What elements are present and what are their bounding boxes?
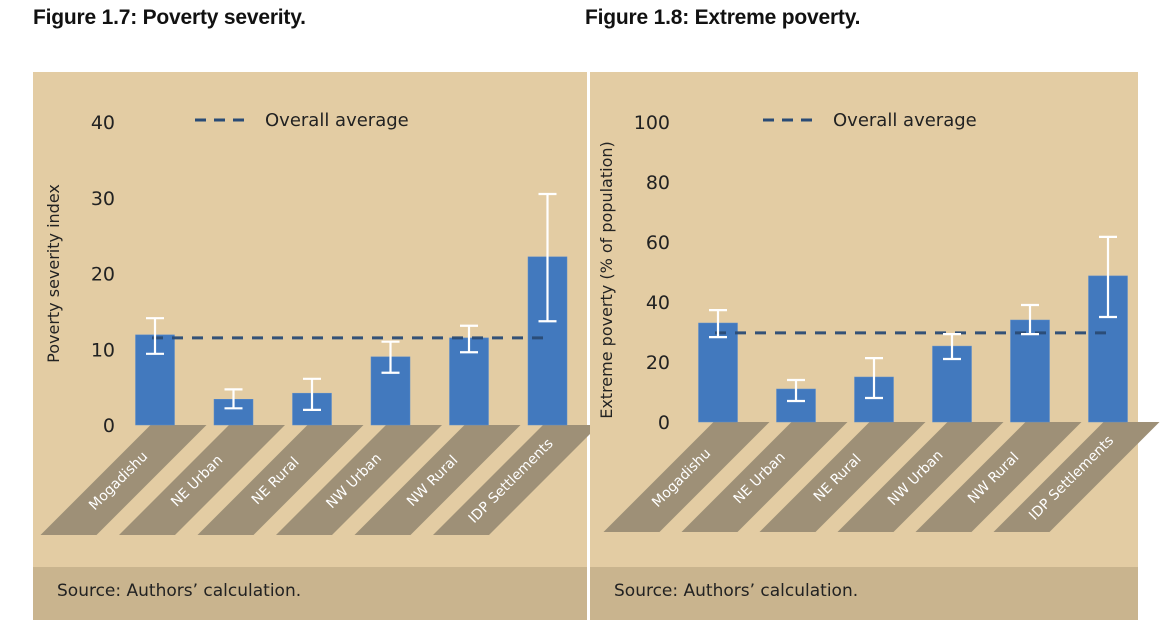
bar — [1010, 319, 1050, 423]
error-bar — [146, 317, 164, 355]
source-bar: Source: Authors’ calculation. — [33, 567, 587, 620]
y-tick-label: 20 — [91, 264, 115, 286]
category-label-band — [40, 425, 207, 535]
y-tick-label: 40 — [646, 292, 670, 314]
error-bar — [1021, 303, 1039, 336]
source-note: Source: Authors’ calculation. — [614, 581, 859, 601]
category-label-band — [837, 422, 1004, 532]
category-label-band — [759, 422, 926, 532]
legend: Overall average — [763, 110, 977, 131]
bar — [698, 322, 738, 423]
poverty-severity-chart: Poverty severity index 0 10 20 30 40 Overall a… — [40, 110, 599, 535]
y-tick-label: 100 — [634, 112, 670, 134]
error-bar — [865, 357, 883, 400]
error-bar — [787, 378, 805, 403]
error-bar — [460, 324, 478, 354]
y-tick-label: 60 — [646, 232, 670, 254]
category-label-band — [993, 422, 1160, 532]
error-bar — [224, 388, 243, 410]
category-label-band — [197, 425, 364, 535]
category-label-band — [276, 425, 442, 535]
y-axis-label: Extreme poverty (% of population) — [597, 141, 616, 419]
error-bar — [709, 309, 727, 339]
y-tick-label: 30 — [91, 188, 115, 210]
category-label-band — [119, 425, 285, 535]
y-tick-label: 10 — [91, 339, 115, 361]
error-bar — [381, 340, 400, 374]
source-note: Source: Authors’ calculation. — [57, 581, 302, 601]
y-tick-label: 0 — [103, 415, 115, 437]
figure-1-8-title: Figure 1.8: Extreme poverty. — [585, 6, 861, 29]
category-label-band — [433, 425, 599, 535]
error-bar — [943, 333, 961, 361]
source-bar: Source: Authors’ calculation. — [590, 567, 1138, 620]
category-label-band — [681, 422, 848, 532]
extreme-poverty-chart-panel: Extreme poverty (% of population) 0 20 40 60… — [590, 72, 1160, 620]
error-bar — [303, 377, 321, 411]
extreme-poverty-chart: Extreme poverty (% of population) 0 20 40 60… — [597, 110, 1160, 532]
category-label-band — [354, 425, 521, 535]
legend: Overall average — [195, 110, 409, 131]
legend-label-overall-average: Overall average — [833, 110, 977, 131]
y-tick-label: 0 — [658, 412, 670, 434]
y-tick-label: 20 — [646, 352, 670, 374]
error-bar — [538, 192, 557, 323]
figure-1-7-title: Figure 1.7: Poverty severity. — [33, 6, 306, 29]
error-bar — [1099, 235, 1117, 319]
category-label-band — [915, 422, 1082, 532]
poverty-severity-chart-panel: Poverty severity index 0 10 20 30 40 Overall a… — [33, 72, 599, 620]
legend-label-overall-average: Overall average — [265, 110, 409, 131]
category-label-band — [603, 422, 770, 532]
y-tick-label: 80 — [646, 172, 670, 194]
y-axis-label: Poverty severity index — [44, 184, 63, 363]
y-tick-label: 40 — [91, 112, 115, 134]
